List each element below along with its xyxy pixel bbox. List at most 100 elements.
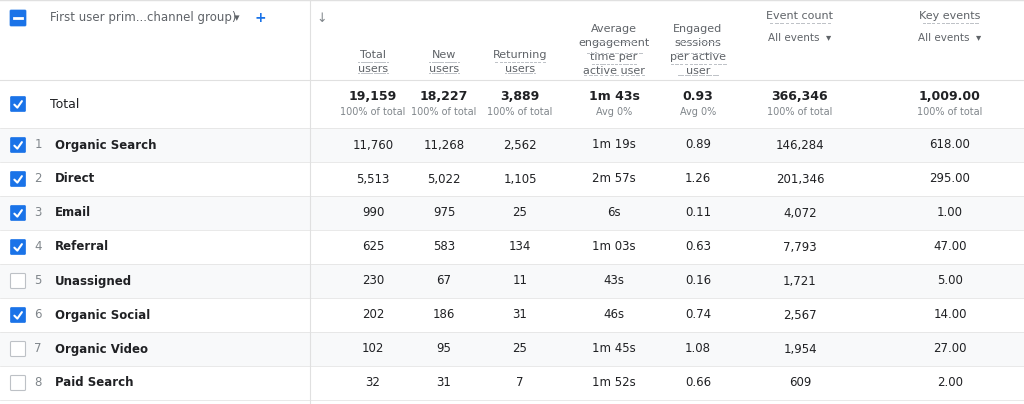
Text: 11,760: 11,760 xyxy=(352,139,393,152)
Text: Paid Search: Paid Search xyxy=(55,377,133,389)
Text: Organic Search: Organic Search xyxy=(55,139,157,152)
Text: 1,009.00: 1,009.00 xyxy=(920,90,981,103)
Bar xyxy=(0,162,1024,196)
Text: Organic Social: Organic Social xyxy=(55,309,151,322)
Text: 366,346: 366,346 xyxy=(772,90,828,103)
Bar xyxy=(0,230,1024,264)
Text: 230: 230 xyxy=(361,274,384,288)
Text: 7: 7 xyxy=(516,377,523,389)
Text: 0.93: 0.93 xyxy=(683,90,714,103)
FancyBboxPatch shape xyxy=(10,375,26,391)
Text: 1m 19s: 1m 19s xyxy=(592,139,636,152)
Text: 5,513: 5,513 xyxy=(356,173,390,185)
Text: 32: 32 xyxy=(366,377,381,389)
Text: 100% of total: 100% of total xyxy=(340,107,406,117)
Text: New
users: New users xyxy=(429,50,459,74)
Text: 100% of total: 100% of total xyxy=(918,107,983,117)
Text: 609: 609 xyxy=(788,377,811,389)
Text: Engaged
sessions
per active
user: Engaged sessions per active user xyxy=(670,24,726,76)
Text: 583: 583 xyxy=(433,240,455,253)
Text: 0.74: 0.74 xyxy=(685,309,711,322)
Text: 100% of total: 100% of total xyxy=(767,107,833,117)
Bar xyxy=(0,366,1024,400)
FancyBboxPatch shape xyxy=(10,97,26,112)
Text: 990: 990 xyxy=(361,206,384,219)
Text: 201,346: 201,346 xyxy=(776,173,824,185)
Text: 2,562: 2,562 xyxy=(503,139,537,152)
Text: 1.26: 1.26 xyxy=(685,173,711,185)
Text: 31: 31 xyxy=(513,309,527,322)
Text: 18,227: 18,227 xyxy=(420,90,468,103)
Text: 975: 975 xyxy=(433,206,456,219)
Text: +: + xyxy=(254,11,265,25)
Text: 2m 57s: 2m 57s xyxy=(592,173,636,185)
Text: 1.00: 1.00 xyxy=(937,206,963,219)
Text: Email: Email xyxy=(55,206,91,219)
Text: 1: 1 xyxy=(34,139,42,152)
Text: 1m 52s: 1m 52s xyxy=(592,377,636,389)
Bar xyxy=(0,128,1024,162)
Text: 100% of total: 100% of total xyxy=(412,107,477,117)
Text: 19,159: 19,159 xyxy=(349,90,397,103)
Text: 0.11: 0.11 xyxy=(685,206,711,219)
Text: 7: 7 xyxy=(34,343,42,356)
FancyBboxPatch shape xyxy=(10,240,26,255)
Text: 6: 6 xyxy=(34,309,42,322)
Bar xyxy=(0,0,1024,80)
Text: 3,889: 3,889 xyxy=(501,90,540,103)
FancyBboxPatch shape xyxy=(10,341,26,356)
Text: 146,284: 146,284 xyxy=(776,139,824,152)
Bar xyxy=(0,196,1024,230)
FancyBboxPatch shape xyxy=(10,137,26,152)
Text: Referral: Referral xyxy=(55,240,110,253)
FancyBboxPatch shape xyxy=(10,10,26,26)
Text: Returning
users: Returning users xyxy=(493,50,547,74)
Text: 0.66: 0.66 xyxy=(685,377,711,389)
Text: 11,268: 11,268 xyxy=(424,139,465,152)
Text: 27.00: 27.00 xyxy=(933,343,967,356)
Bar xyxy=(0,298,1024,332)
Text: ↓: ↓ xyxy=(316,11,328,25)
Text: All events  ▾: All events ▾ xyxy=(919,33,982,43)
Text: 202: 202 xyxy=(361,309,384,322)
Text: 1,954: 1,954 xyxy=(783,343,817,356)
Text: 618.00: 618.00 xyxy=(930,139,971,152)
Text: 5: 5 xyxy=(35,274,42,288)
Text: 46s: 46s xyxy=(603,309,625,322)
Text: 95: 95 xyxy=(436,343,452,356)
Text: 14.00: 14.00 xyxy=(933,309,967,322)
Text: 0.63: 0.63 xyxy=(685,240,711,253)
Text: 625: 625 xyxy=(361,240,384,253)
Text: 100% of total: 100% of total xyxy=(487,107,553,117)
FancyBboxPatch shape xyxy=(10,206,26,221)
Text: 0.16: 0.16 xyxy=(685,274,711,288)
Text: 67: 67 xyxy=(436,274,452,288)
Bar xyxy=(0,80,1024,128)
Text: 11: 11 xyxy=(512,274,527,288)
Text: 2.00: 2.00 xyxy=(937,377,963,389)
Text: 47.00: 47.00 xyxy=(933,240,967,253)
Text: 8: 8 xyxy=(35,377,42,389)
Text: Key events: Key events xyxy=(920,11,981,21)
FancyBboxPatch shape xyxy=(10,274,26,288)
Text: 1m 03s: 1m 03s xyxy=(592,240,636,253)
Text: ▾: ▾ xyxy=(234,13,240,23)
Text: 5,022: 5,022 xyxy=(427,173,461,185)
Text: 1.08: 1.08 xyxy=(685,343,711,356)
Text: 295.00: 295.00 xyxy=(930,173,971,185)
Bar xyxy=(0,332,1024,366)
Text: Average
engagement
time per
active user: Average engagement time per active user xyxy=(579,24,649,76)
Text: 31: 31 xyxy=(436,377,452,389)
Text: Unassigned: Unassigned xyxy=(55,274,132,288)
Text: 0.89: 0.89 xyxy=(685,139,711,152)
Text: 25: 25 xyxy=(513,206,527,219)
Text: 186: 186 xyxy=(433,309,456,322)
FancyBboxPatch shape xyxy=(10,172,26,187)
Text: 5.00: 5.00 xyxy=(937,274,963,288)
Text: 1m 45s: 1m 45s xyxy=(592,343,636,356)
Text: Avg 0%: Avg 0% xyxy=(596,107,632,117)
Text: 102: 102 xyxy=(361,343,384,356)
Text: Total
users: Total users xyxy=(358,50,388,74)
Text: 4: 4 xyxy=(34,240,42,253)
Text: 1m 43s: 1m 43s xyxy=(589,90,639,103)
